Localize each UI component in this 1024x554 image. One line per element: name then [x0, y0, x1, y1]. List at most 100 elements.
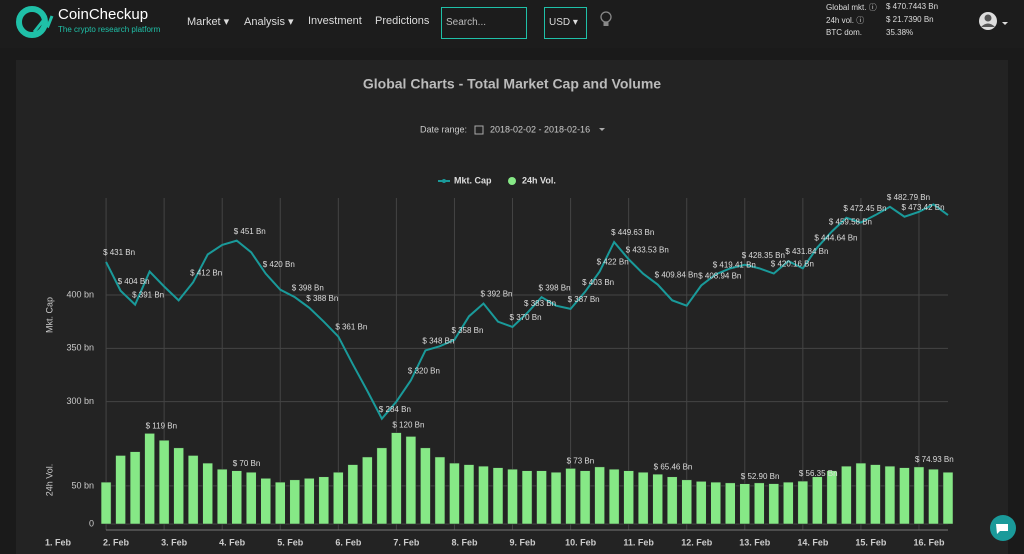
bar: [666, 476, 678, 525]
bar: [260, 478, 271, 525]
data-label: $ 320 Bn: [408, 366, 440, 375]
data-label: $ 70 Bn: [233, 459, 261, 468]
bar: [841, 465, 852, 525]
x-tick-label: 14. Feb: [797, 537, 829, 547]
bar: [420, 447, 431, 525]
menu-item[interactable]: Investment: [308, 15, 362, 27]
data-label: $ 358 Bn: [451, 326, 483, 335]
stat-value: $ 470.7443 Bn: [886, 2, 939, 11]
bar: [478, 465, 489, 525]
data-label: $ 431 Bn: [103, 248, 135, 257]
stat-label-text: Global mkt.: [826, 3, 867, 12]
data-label: $ 433.53 Bn: [626, 245, 669, 254]
bar: [434, 456, 446, 525]
bar: [144, 433, 155, 525]
bar: [550, 471, 562, 525]
x-tick-label: 13. Feb: [739, 537, 771, 547]
bar: [884, 465, 896, 525]
bar: [202, 462, 213, 525]
data-label: $ 444.64 Bn: [814, 234, 857, 243]
y-tick-label: 300 bn: [66, 396, 94, 406]
data-label: $ 428.35 Bn: [742, 251, 785, 260]
logo[interactable]: [14, 4, 54, 44]
bar: [507, 468, 518, 525]
x-tick-label: 7. Feb: [393, 537, 420, 547]
bar: [173, 447, 184, 525]
bar: [362, 456, 373, 525]
data-label: $ 391 Bn: [132, 291, 164, 300]
bar: [536, 470, 547, 525]
user-menu[interactable]: [978, 10, 1008, 34]
menu-item[interactable]: Market ▾: [187, 16, 230, 28]
bulb-icon[interactable]: [599, 11, 613, 29]
data-label: $ 419.41 Bn: [713, 260, 756, 269]
bar: [100, 481, 112, 525]
bar: [304, 478, 315, 525]
chart-title: Global Charts - Total Market Cap and Vol…: [363, 76, 661, 92]
data-label: $ 482.79 Bn: [887, 193, 930, 202]
data-label: $ 420 Bn: [263, 260, 295, 269]
legend-label: Mkt. Cap: [454, 175, 492, 185]
bar: [463, 464, 475, 525]
stat-label: 24h vol. ⓘ: [826, 16, 865, 25]
data-label: $ 473.42 Bn: [901, 203, 944, 212]
date-range[interactable]: 2018-02-02 - 2018-02-16: [490, 124, 590, 134]
legend-swatch: [442, 179, 446, 183]
bar: [870, 464, 881, 525]
data-label: $ 404 Bn: [118, 277, 150, 286]
data-label: $ 451 Bn: [234, 227, 266, 236]
bar: [565, 468, 576, 525]
bar: [347, 464, 359, 525]
bar: [928, 468, 939, 525]
currency: USD: [549, 17, 571, 28]
line: [105, 203, 949, 421]
bar: [115, 455, 126, 525]
x-tick-label: 16. Feb: [913, 537, 945, 547]
stat-label-text: 24h vol.: [826, 16, 855, 25]
stat-label: BTC dom.: [826, 28, 863, 37]
data-label: $ 409.84 Bn: [655, 271, 698, 280]
data-label: $ 459.58 Bn: [829, 218, 872, 227]
bar: [275, 481, 286, 525]
bar: [216, 468, 228, 525]
bar: [187, 455, 199, 525]
bar: [376, 447, 388, 525]
menu-item[interactable]: Predictions: [375, 15, 430, 27]
x-tick-label: 10. Feb: [565, 537, 597, 547]
data-label: $ 472.45 Bn: [843, 204, 886, 213]
data-label: $ 119 Bn: [146, 421, 177, 430]
data-label: $ 120 Bn: [392, 421, 424, 430]
bar: [637, 471, 649, 525]
x-tick-label: 8. Feb: [451, 537, 478, 547]
calendar-icon[interactable]: [474, 125, 484, 135]
bar: [681, 479, 692, 525]
data-label: $ 420.16 Bn: [771, 260, 814, 269]
bar: [797, 480, 809, 525]
bar: [318, 476, 330, 525]
data-label: $ 449.63 Bn: [611, 228, 654, 237]
bar: [231, 470, 242, 525]
x-tick-label: 5. Feb: [277, 537, 304, 547]
legend-label: 24h Vol.: [522, 175, 556, 185]
y-axis-title: Mkt. Cap: [44, 297, 54, 333]
stat-label: Global mkt. ⓘ: [826, 3, 877, 12]
brand[interactable]: CoinCheckup: [58, 6, 149, 23]
x-tick-label: 2. Feb: [103, 537, 130, 547]
currency-select[interactable]: USD ▾: [544, 7, 587, 39]
data-label: $ 398 Bn: [539, 283, 571, 292]
data-label: $ 392 Bn: [480, 290, 512, 299]
data-label: $ 361 Bn: [335, 323, 367, 332]
bar: [245, 471, 257, 525]
bar: [129, 451, 141, 525]
menu-item[interactable]: Analysis ▾: [244, 16, 294, 28]
bar: [739, 483, 751, 525]
bar: [812, 476, 823, 525]
caret[interactable]: [599, 128, 605, 131]
bar: [652, 473, 663, 525]
bar: [899, 467, 910, 525]
data-label: $ 398 Bn: [292, 283, 324, 292]
x-tick-label: 4. Feb: [219, 537, 246, 547]
search-box[interactable]: Search...: [441, 7, 527, 39]
